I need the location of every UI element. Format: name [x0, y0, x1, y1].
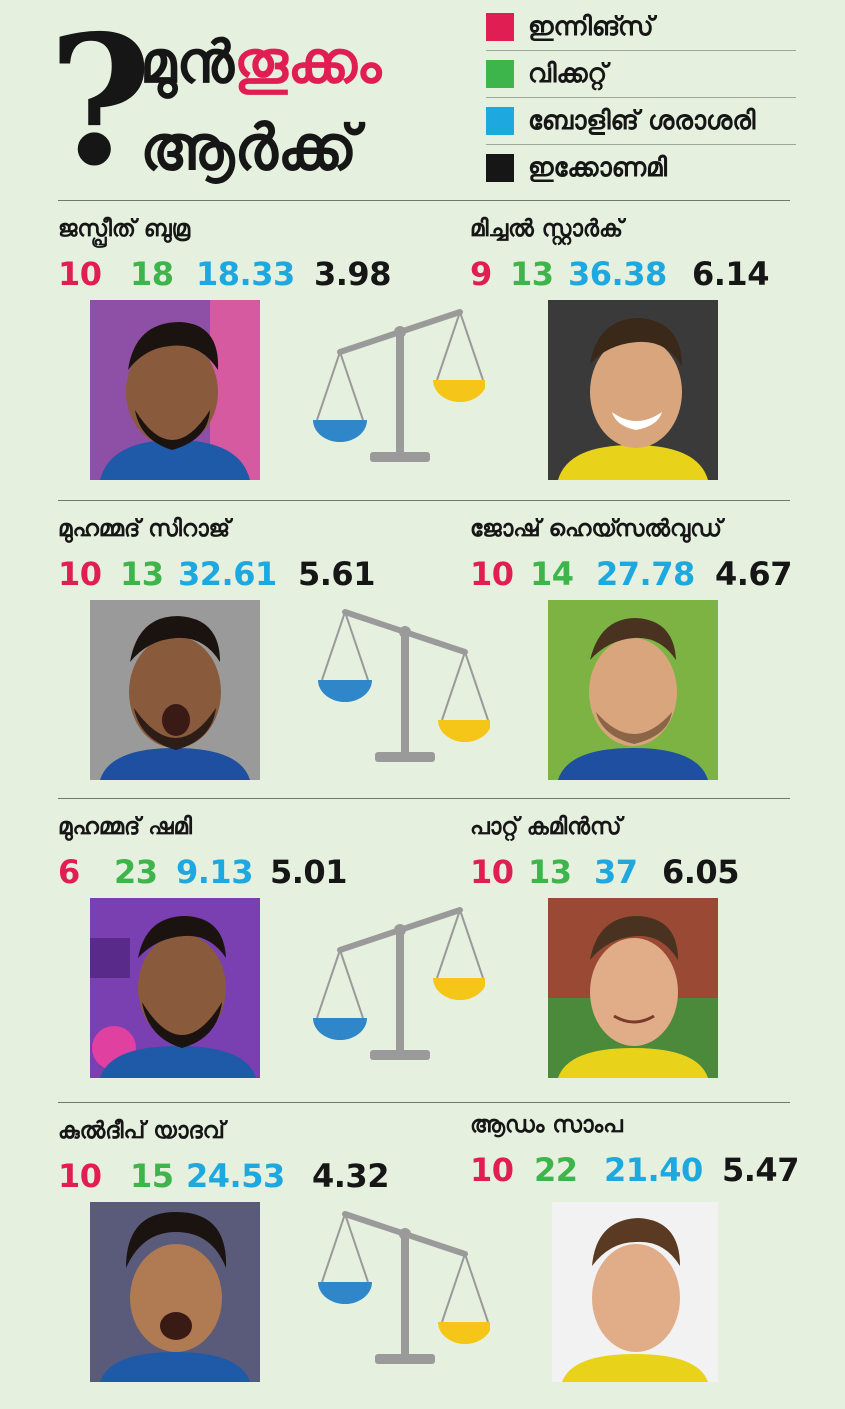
title-line-1: മുൻതൂക്കം [140, 30, 381, 94]
stat-wickets: 13 [120, 555, 164, 593]
stat-average: 24.53 [186, 1157, 285, 1195]
player-photo-siraj [90, 600, 260, 780]
left-player: ജസ്പ്രീത് ബുമ്ര 10 18 18.33 3.98 [58, 214, 391, 293]
player-name: കുൽദീപ് യാദവ് [58, 1118, 225, 1144]
legend-item-average: ബോളിങ് ശരാശരി [486, 98, 796, 145]
player-photo-starc [548, 300, 718, 480]
stat-economy: 4.67 [715, 555, 792, 593]
balance-scale-icon [305, 898, 487, 1068]
legend-item-wickets: വിക്കറ്റ് [486, 51, 796, 98]
stat-innings: 9 [470, 255, 492, 293]
player-name: മിച്ചൽ സ്റ്റാർക് [470, 216, 624, 242]
right-player: പാറ്റ് കമിൻസ് 10 13 37 6.05 [470, 812, 739, 891]
stat-innings: 10 [58, 1157, 102, 1195]
legend-swatch-innings [486, 13, 514, 41]
stat-wickets: 22 [534, 1151, 578, 1189]
left-player: മുഹമ്മദ് സിറാജ് 10 13 32.61 5.61 [58, 514, 375, 593]
matchup-3: മുഹമ്മദ് ഷമി 6 23 9.13 5.01 പാറ്റ് കമിൻസ… [0, 798, 845, 1102]
legend-swatch-economy [486, 154, 514, 182]
right-player: ആഡം സാംപ 10 22 21.40 5.47 [470, 1110, 799, 1189]
section-divider [58, 200, 790, 201]
stat-innings: 10 [58, 555, 102, 593]
right-player: ജോഷ് ഹെയ്സൽവുഡ് 10 14 27.78 4.67 [470, 514, 792, 593]
balance-scale-icon [310, 1202, 492, 1372]
stat-average: 32.61 [178, 555, 277, 593]
stat-innings: 10 [470, 853, 514, 891]
stat-average: 36.38 [568, 255, 667, 293]
stat-economy: 5.61 [298, 555, 375, 593]
legend-item-innings: ഇന്നിങ്സ് [486, 4, 796, 51]
stat-innings: 10 [470, 1151, 514, 1189]
section-divider [58, 1102, 790, 1103]
legend: ഇന്നിങ്സ് വിക്കറ്റ് ബോളിങ് ശരാശരി ഇക്കോണ… [486, 4, 796, 191]
legend-label-average: ബോളിങ് ശരാശരി [528, 105, 756, 136]
legend-swatch-average [486, 107, 514, 135]
player-photo-shami [90, 898, 260, 1078]
player-name: ആഡം സാംപ [470, 1112, 623, 1138]
matchup-4: കുൽദീപ് യാദവ് 10 15 24.53 4.32 ആഡം സാംപ … [0, 1102, 845, 1409]
stat-economy: 5.47 [722, 1151, 799, 1189]
stat-wickets: 15 [130, 1157, 174, 1195]
stat-wickets: 13 [510, 255, 554, 293]
stat-innings: 10 [58, 255, 102, 293]
balance-scale-icon [305, 300, 487, 470]
stat-wickets: 13 [528, 853, 572, 891]
player-name: ജോഷ് ഹെയ്സൽവുഡ് [470, 516, 722, 542]
player-photo-kuldeep [90, 1202, 260, 1382]
legend-label-economy: ഇക്കോണമി [528, 152, 668, 183]
player-photo-zampa [552, 1202, 718, 1382]
stat-economy: 5.01 [270, 853, 347, 891]
legend-swatch-wickets [486, 60, 514, 88]
player-name: മുഹമ്മദ് ഷമി [58, 814, 193, 840]
stat-average: 9.13 [176, 853, 253, 891]
header: ? മുൻതൂക്കം ആർക്ക് ഇന്നിങ്സ് വിക്കറ്റ് ബ… [0, 0, 845, 200]
section-divider [58, 798, 790, 799]
player-photo-hazlewood [548, 600, 718, 780]
section-divider [58, 500, 790, 501]
left-player: കുൽദീപ് യാദവ് 10 15 24.53 4.32 [58, 1116, 389, 1195]
legend-label-wickets: വിക്കറ്റ് [528, 58, 608, 89]
player-name: ജസ്പ്രീത് ബുമ്ര [58, 216, 191, 242]
stat-wickets: 18 [130, 255, 174, 293]
stat-economy: 3.98 [314, 255, 391, 293]
stat-wickets: 14 [530, 555, 574, 593]
matchup-2: മുഹമ്മദ് സിറാജ് 10 13 32.61 5.61 ജോഷ് ഹെ… [0, 500, 845, 798]
left-player: മുഹമ്മദ് ഷമി 6 23 9.13 5.01 [58, 812, 347, 891]
stat-economy: 4.32 [312, 1157, 389, 1195]
stat-average: 18.33 [196, 255, 295, 293]
stat-economy: 6.05 [662, 853, 739, 891]
matchup-1: ജസ്പ്രീത് ബുമ്ര 10 18 18.33 3.98 മിച്ചൽ … [0, 200, 845, 500]
title-part-highlight: തൂക്കം [234, 28, 382, 96]
player-name: പാറ്റ് കമിൻസ് [470, 814, 622, 840]
balance-scale-icon [310, 600, 492, 770]
question-mark: ? [48, 0, 153, 205]
stat-average: 27.78 [596, 555, 695, 593]
player-name: മുഹമ്മദ് സിറാജ് [58, 516, 231, 542]
stat-average: 21.40 [604, 1151, 703, 1189]
title-line-2: ആർക്ക് [140, 111, 358, 184]
player-photo-bumrah [90, 300, 260, 480]
stat-innings: 10 [470, 555, 514, 593]
legend-label-innings: ഇന്നിങ്സ് [528, 11, 654, 42]
player-photo-cummins [548, 898, 718, 1078]
legend-item-economy: ഇക്കോണമി [486, 145, 796, 191]
stat-wickets: 23 [114, 853, 158, 891]
stat-innings: 6 [58, 853, 80, 891]
right-player: മിച്ചൽ സ്റ്റാർക് 9 13 36.38 6.14 [470, 214, 769, 293]
title-part-a: മുൻ [140, 28, 235, 96]
stat-economy: 6.14 [692, 255, 769, 293]
stat-average: 37 [594, 853, 638, 891]
